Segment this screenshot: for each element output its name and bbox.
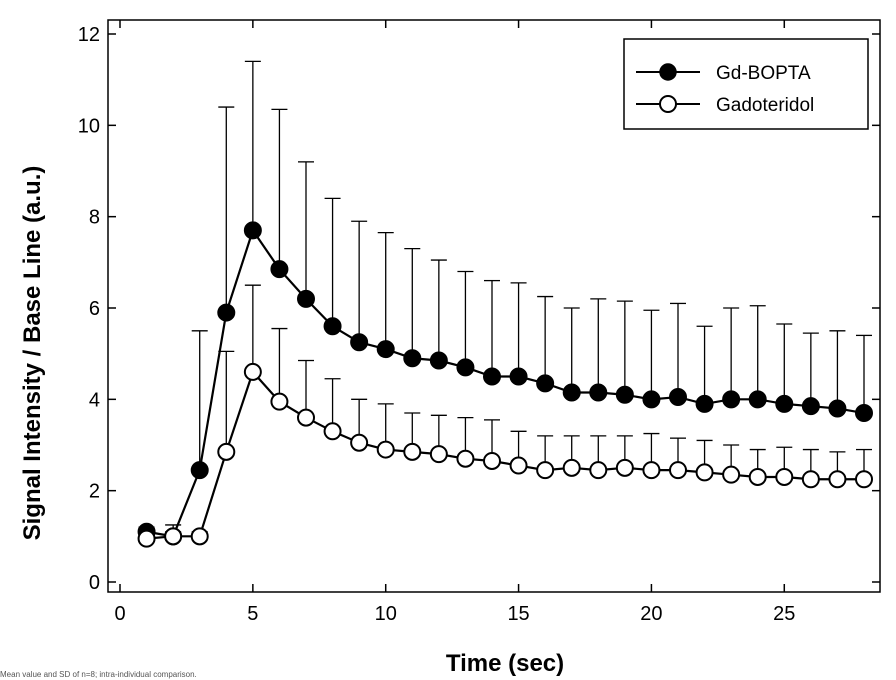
data-point-gadoteridol — [748, 467, 767, 486]
y-tick-label: 4 — [89, 389, 100, 411]
data-point-gadoteridol — [350, 433, 369, 452]
data-point-gd-bopta — [217, 303, 236, 322]
data-point-gadoteridol — [456, 449, 475, 468]
error-bars — [138, 60, 872, 539]
y-tick-label: 6 — [89, 298, 100, 320]
legend-box — [623, 38, 869, 130]
y-tick-label: 12 — [78, 24, 100, 46]
plot-border — [107, 19, 881, 593]
data-point-gadoteridol — [801, 470, 820, 489]
x-tick-label: 20 — [640, 603, 662, 625]
data-point-gadoteridol — [562, 458, 581, 477]
y-tick-label: 8 — [89, 207, 100, 229]
y-tick-label: 0 — [89, 572, 100, 594]
data-point-gd-bopta — [270, 260, 289, 279]
x-tick-label: 15 — [507, 603, 529, 625]
data-point-gd-bopta — [376, 340, 395, 359]
data-point-gadoteridol — [775, 467, 794, 486]
data-point-gd-bopta — [642, 390, 661, 409]
data-point-gd-bopta — [456, 358, 475, 377]
data-point-gd-bopta — [509, 367, 528, 386]
data-point-gd-bopta — [615, 385, 634, 404]
data-point-gd-bopta — [323, 317, 342, 336]
data-point-gadoteridol — [217, 442, 236, 461]
y-tick-label: 10 — [78, 115, 100, 137]
data-point-gadoteridol — [509, 456, 528, 475]
data-point-gd-bopta — [775, 394, 794, 413]
legend-label-gd-bopta: Gd-BOPTA — [716, 63, 811, 84]
data-point-gadoteridol — [164, 527, 183, 546]
legend: Gd-BOPTA Gadoteridol — [623, 38, 869, 130]
data-point-gadoteridol — [855, 470, 873, 489]
data-point-gd-bopta — [748, 390, 767, 409]
data-point-gd-bopta — [855, 404, 873, 423]
data-point-gadoteridol — [695, 463, 714, 482]
data-point-gd-bopta — [483, 367, 501, 386]
x-tick-label: 0 — [114, 603, 125, 625]
series-lines — [146, 227, 865, 540]
data-point-gadoteridol — [483, 451, 501, 470]
data-point-gadoteridol — [828, 470, 847, 489]
data-point-gadoteridol — [722, 465, 741, 484]
data-point-gadoteridol — [243, 362, 262, 381]
data-point-gadoteridol — [429, 445, 448, 464]
data-point-gd-bopta — [722, 390, 741, 409]
data-point-gadoteridol — [376, 440, 395, 459]
data-point-gadoteridol — [297, 408, 315, 427]
series-line-gd-bopta — [146, 227, 865, 538]
y-axis-title: Signal Intensity / Base Line (a.u.) — [19, 166, 46, 541]
data-point-gadoteridol — [669, 461, 687, 480]
data-point-gd-bopta — [695, 394, 714, 413]
x-tick-label: 25 — [773, 603, 795, 625]
data-point-gd-bopta — [669, 388, 687, 407]
data-point-gadoteridol — [137, 529, 156, 548]
data-point-gd-bopta — [243, 221, 262, 240]
axis-ticks: 0 5 10 15 20 25 0 2 4 6 8 10 12 — [78, 20, 880, 625]
data-point-gd-bopta — [828, 399, 847, 418]
data-point-gd-bopta — [536, 374, 555, 393]
data-point-gadoteridol — [615, 458, 634, 477]
data-point-gd-bopta — [190, 461, 209, 480]
x-axis-title: Time (sec) — [446, 650, 564, 677]
data-point-gd-bopta — [297, 289, 315, 308]
data-point-gd-bopta — [429, 351, 448, 370]
data-point-gd-bopta — [589, 383, 608, 402]
data-point-gadoteridol — [403, 442, 422, 461]
series-line-gadoteridol — [146, 369, 864, 540]
legend-label-gadoteridol: Gadoteridol — [716, 95, 814, 116]
data-point-gadoteridol — [190, 527, 209, 546]
x-tick-label: 5 — [247, 603, 258, 625]
data-point-gadoteridol — [589, 461, 608, 480]
y-tick-label: 2 — [89, 481, 100, 503]
data-point-gd-bopta — [350, 333, 369, 352]
data-point-gd-bopta — [801, 397, 820, 416]
data-point-gadoteridol — [323, 422, 342, 441]
data-point-gd-bopta — [403, 349, 422, 368]
data-point-gd-bopta — [562, 383, 581, 402]
plot-frame — [107, 19, 881, 593]
footnote: Mean value and SD of n=8; intra-individu… — [0, 670, 197, 679]
legend-marker-gd-bopta — [659, 63, 677, 81]
legend-marker-gadoteridol — [659, 95, 677, 113]
series-markers — [137, 221, 873, 548]
x-tick-label: 10 — [375, 603, 397, 625]
data-point-gadoteridol — [536, 461, 555, 480]
data-point-gadoteridol — [642, 461, 661, 480]
data-point-gadoteridol — [270, 392, 289, 411]
